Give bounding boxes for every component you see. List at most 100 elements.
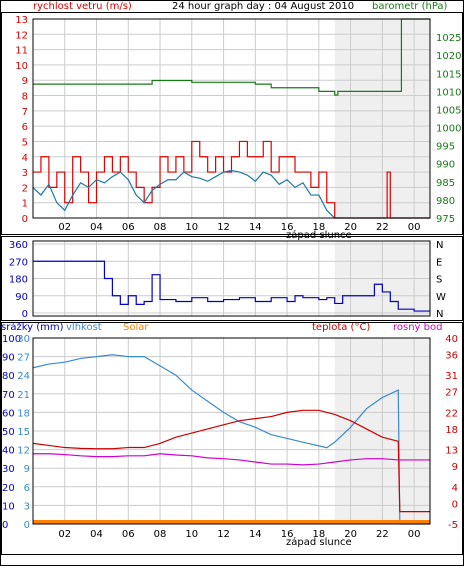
x-tick-label: 20: [344, 222, 357, 233]
x-tick-label: 20: [344, 529, 357, 540]
compass-tick-label: N: [436, 309, 443, 320]
baro-tick-label: 985: [436, 178, 455, 189]
rain-tick-label: 30: [2, 464, 15, 475]
x-tick-label: 18: [312, 222, 325, 233]
rain-tick-label: 90: [2, 353, 15, 364]
solar-axis-title: Solar: [123, 322, 149, 333]
baro-tick-label: 1020: [436, 51, 461, 62]
baro-tick-label: 1005: [436, 105, 461, 116]
humidity-tick-label: 6: [24, 483, 30, 494]
series-wind-direction: [33, 260, 430, 312]
x-tick-label: 16: [281, 222, 294, 233]
humidity-tick-label: 9: [24, 464, 30, 475]
temp-tick-label: 13: [445, 446, 458, 457]
temp-tick-label: 9: [452, 462, 458, 473]
panel-box-3: [1, 322, 463, 555]
temp-tick-label: 22: [445, 408, 458, 419]
wind-tick-label: 13: [15, 15, 28, 26]
x-tick-label: 08: [154, 529, 167, 540]
temp-tick-label: 27: [445, 388, 458, 399]
humidity-tick-label: 30: [17, 334, 30, 345]
humidity-tick-label: 21: [17, 390, 30, 401]
wind-tick-label: 0: [22, 214, 28, 225]
compass-tick-label: S: [436, 275, 442, 286]
baro-tick-label: 1010: [436, 87, 461, 98]
temp-tick-label: -5: [448, 520, 458, 531]
panel-box-1: [1, 12, 463, 235]
dir-tick-label: 180: [9, 275, 28, 286]
rain-tick-label: 0: [2, 520, 8, 531]
dewpoint-axis-title: rosný bod: [393, 321, 442, 333]
rain-axis-title: srážky (mm): [1, 321, 64, 333]
graph-title: 24 hour graph day : 04 August 2010: [172, 1, 354, 12]
series-vlhkost: [32, 354, 430, 525]
x-tick-label: 06: [122, 222, 135, 233]
rain-tick-label: 20: [2, 483, 15, 494]
series-rychlost-vetru: [33, 140, 430, 219]
humidity-tick-label: 18: [17, 408, 30, 419]
x-tick-label: 18: [312, 529, 325, 540]
wind-tick-label: 9: [22, 76, 28, 87]
series-rosný-bod: [33, 453, 430, 466]
panel-frame-3: [32, 337, 431, 525]
series-barometr: [33, 18, 430, 96]
humidity-tick-label: 15: [17, 427, 30, 438]
baro-tick-label: 980: [436, 196, 455, 207]
rain-tick-label: 70: [2, 390, 15, 401]
wind-tick-label: 11: [15, 46, 28, 57]
humidity-tick-label: 24: [17, 371, 30, 382]
baro-tick-label: 990: [436, 160, 455, 171]
sunset-label-bottom: západ slunce: [286, 536, 352, 548]
temp-tick-label: 31: [445, 371, 458, 382]
wind-tick-label: 5: [22, 137, 28, 148]
humidity-tick-label: 0: [24, 520, 30, 531]
x-tick-label: 04: [90, 222, 103, 233]
x-tick-label: 14: [249, 222, 262, 233]
baro-tick-label: 1000: [436, 124, 461, 135]
panel-box-2: [1, 236, 463, 321]
baro-axis-title: barometr (hPa): [372, 1, 448, 12]
temp-axis-title: teplota (°C): [312, 322, 370, 333]
compass-tick-label: W: [436, 292, 446, 303]
compass-tick-label: E: [436, 257, 442, 268]
wind-tick-label: 10: [15, 61, 28, 72]
wind-axis-title: rychlost vetru (m/s): [33, 1, 132, 12]
x-tick-label: 00: [408, 222, 421, 233]
wind-tick-label: 7: [22, 107, 28, 118]
wind-tick-label: 8: [22, 92, 28, 103]
baro-tick-label: 995: [436, 142, 455, 153]
dir-tick-label: 270: [9, 257, 28, 268]
wind-tick-label: 2: [22, 183, 28, 194]
x-tick-label: 04: [90, 529, 103, 540]
rain-tick-label: 60: [2, 408, 15, 419]
x-tick-label: 12: [217, 529, 230, 540]
x-tick-label: 10: [185, 222, 198, 233]
wind-tick-label: 4: [22, 153, 28, 164]
rain-tick-label: 100: [2, 334, 21, 345]
x-tick-label: 08: [154, 222, 167, 233]
rain-tick-label: 40: [2, 446, 15, 457]
baro-tick-label: 1015: [436, 69, 461, 80]
series-solar: [33, 520, 430, 524]
x-tick-label: 02: [58, 529, 71, 540]
x-tick-label: 14: [249, 529, 262, 540]
series-teplota: [32, 409, 430, 513]
x-tick-label: 10: [185, 529, 198, 540]
sunset-label-top: západ slunce: [286, 229, 352, 241]
panel-frame-1: [32, 18, 431, 219]
x-tick-label: 22: [376, 529, 389, 540]
temp-tick-label: 36: [445, 351, 458, 362]
baro-tick-label: 975: [436, 214, 455, 225]
x-tick-label: 16: [281, 529, 294, 540]
rain-tick-label: 80: [2, 371, 15, 382]
humidity-tick-label: 12: [17, 446, 30, 457]
humidity-axis-title: vlhkost: [66, 322, 102, 333]
rain-tick-label: 50: [2, 427, 15, 438]
humidity-tick-label: 3: [24, 501, 30, 512]
wind-tick-label: 12: [15, 30, 28, 41]
x-tick-label: 02: [58, 222, 71, 233]
compass-tick-label: N: [436, 240, 443, 251]
temp-tick-label: 18: [445, 425, 458, 436]
wind-tick-label: 6: [22, 122, 28, 133]
dir-tick-label: 90: [15, 292, 28, 303]
